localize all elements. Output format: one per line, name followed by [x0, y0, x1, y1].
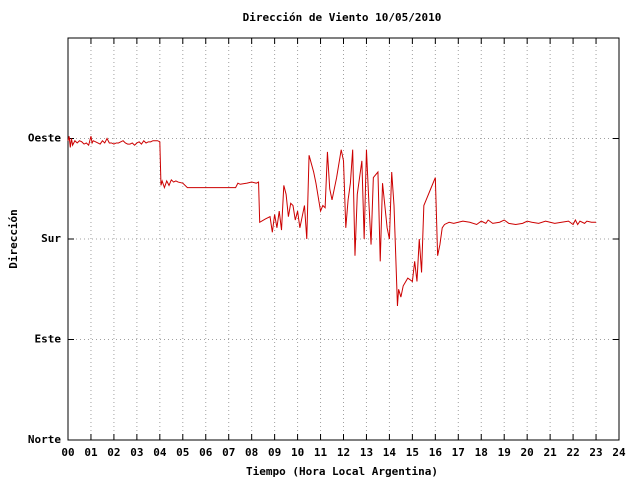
- x-tick-label: 18: [475, 446, 488, 459]
- x-tick-label: 01: [84, 446, 98, 459]
- y-tick-label: Oeste: [28, 132, 61, 145]
- y-tick-label: Este: [35, 333, 62, 346]
- x-tick-label: 15: [406, 446, 419, 459]
- x-tick-label: 10: [291, 446, 304, 459]
- x-tick-label: 08: [245, 446, 258, 459]
- x-tick-label: 13: [360, 446, 373, 459]
- x-tick-label: 20: [521, 446, 534, 459]
- x-tick-label: 17: [452, 446, 465, 459]
- plot-frame: [67, 37, 620, 441]
- x-tick-label: 03: [130, 446, 143, 459]
- x-tick-label: 06: [199, 446, 213, 459]
- x-tick-label: 22: [566, 446, 579, 459]
- y-tick-label: Norte: [28, 433, 61, 446]
- y-axis-label: Dirección: [7, 209, 20, 269]
- x-tick-label: 19: [498, 446, 511, 459]
- x-tick-label: 11: [314, 446, 328, 459]
- x-tick-label: 14: [383, 446, 397, 459]
- chart-title: Dirección de Viento 10/05/2010: [243, 11, 442, 24]
- y-tick-label: Sur: [41, 232, 61, 245]
- x-tick-label: 24: [612, 446, 626, 459]
- x-axis-label: Tiempo (Hora Local Argentina): [246, 465, 438, 478]
- x-tick-label: 09: [268, 446, 281, 459]
- x-tick-label: 00: [61, 446, 74, 459]
- x-tick-label: 05: [176, 446, 189, 459]
- x-tick-label: 07: [222, 446, 235, 459]
- x-tick-label: 02: [107, 446, 120, 459]
- data-line: [67, 136, 597, 307]
- x-tick-label: 21: [544, 446, 558, 459]
- x-tick-label: 23: [589, 446, 602, 459]
- x-tick-label: 12: [337, 446, 350, 459]
- x-tick-label: 04: [153, 446, 167, 459]
- x-tick-label: 16: [429, 446, 443, 459]
